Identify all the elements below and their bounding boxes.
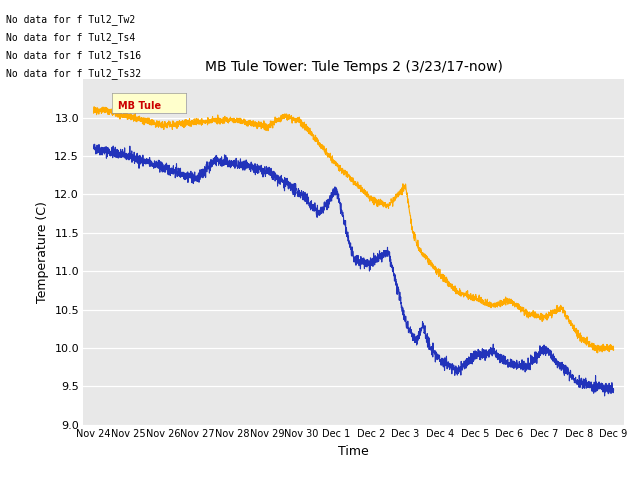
Text: No data for f Tul2_Ts16: No data for f Tul2_Ts16 [6, 50, 141, 61]
Text: MB Tule: MB Tule [118, 101, 161, 111]
Text: No data for f Tul2_Tw2: No data for f Tul2_Tw2 [6, 13, 136, 24]
X-axis label: Time: Time [338, 444, 369, 457]
Title: MB Tule Tower: Tule Temps 2 (3/23/17-now): MB Tule Tower: Tule Temps 2 (3/23/17-now… [205, 60, 502, 74]
Text: No data for f Tul2_Ts32: No data for f Tul2_Ts32 [6, 68, 141, 79]
Y-axis label: Temperature (C): Temperature (C) [36, 201, 49, 303]
Text: No data for f Tul2_Ts4: No data for f Tul2_Ts4 [6, 32, 136, 43]
